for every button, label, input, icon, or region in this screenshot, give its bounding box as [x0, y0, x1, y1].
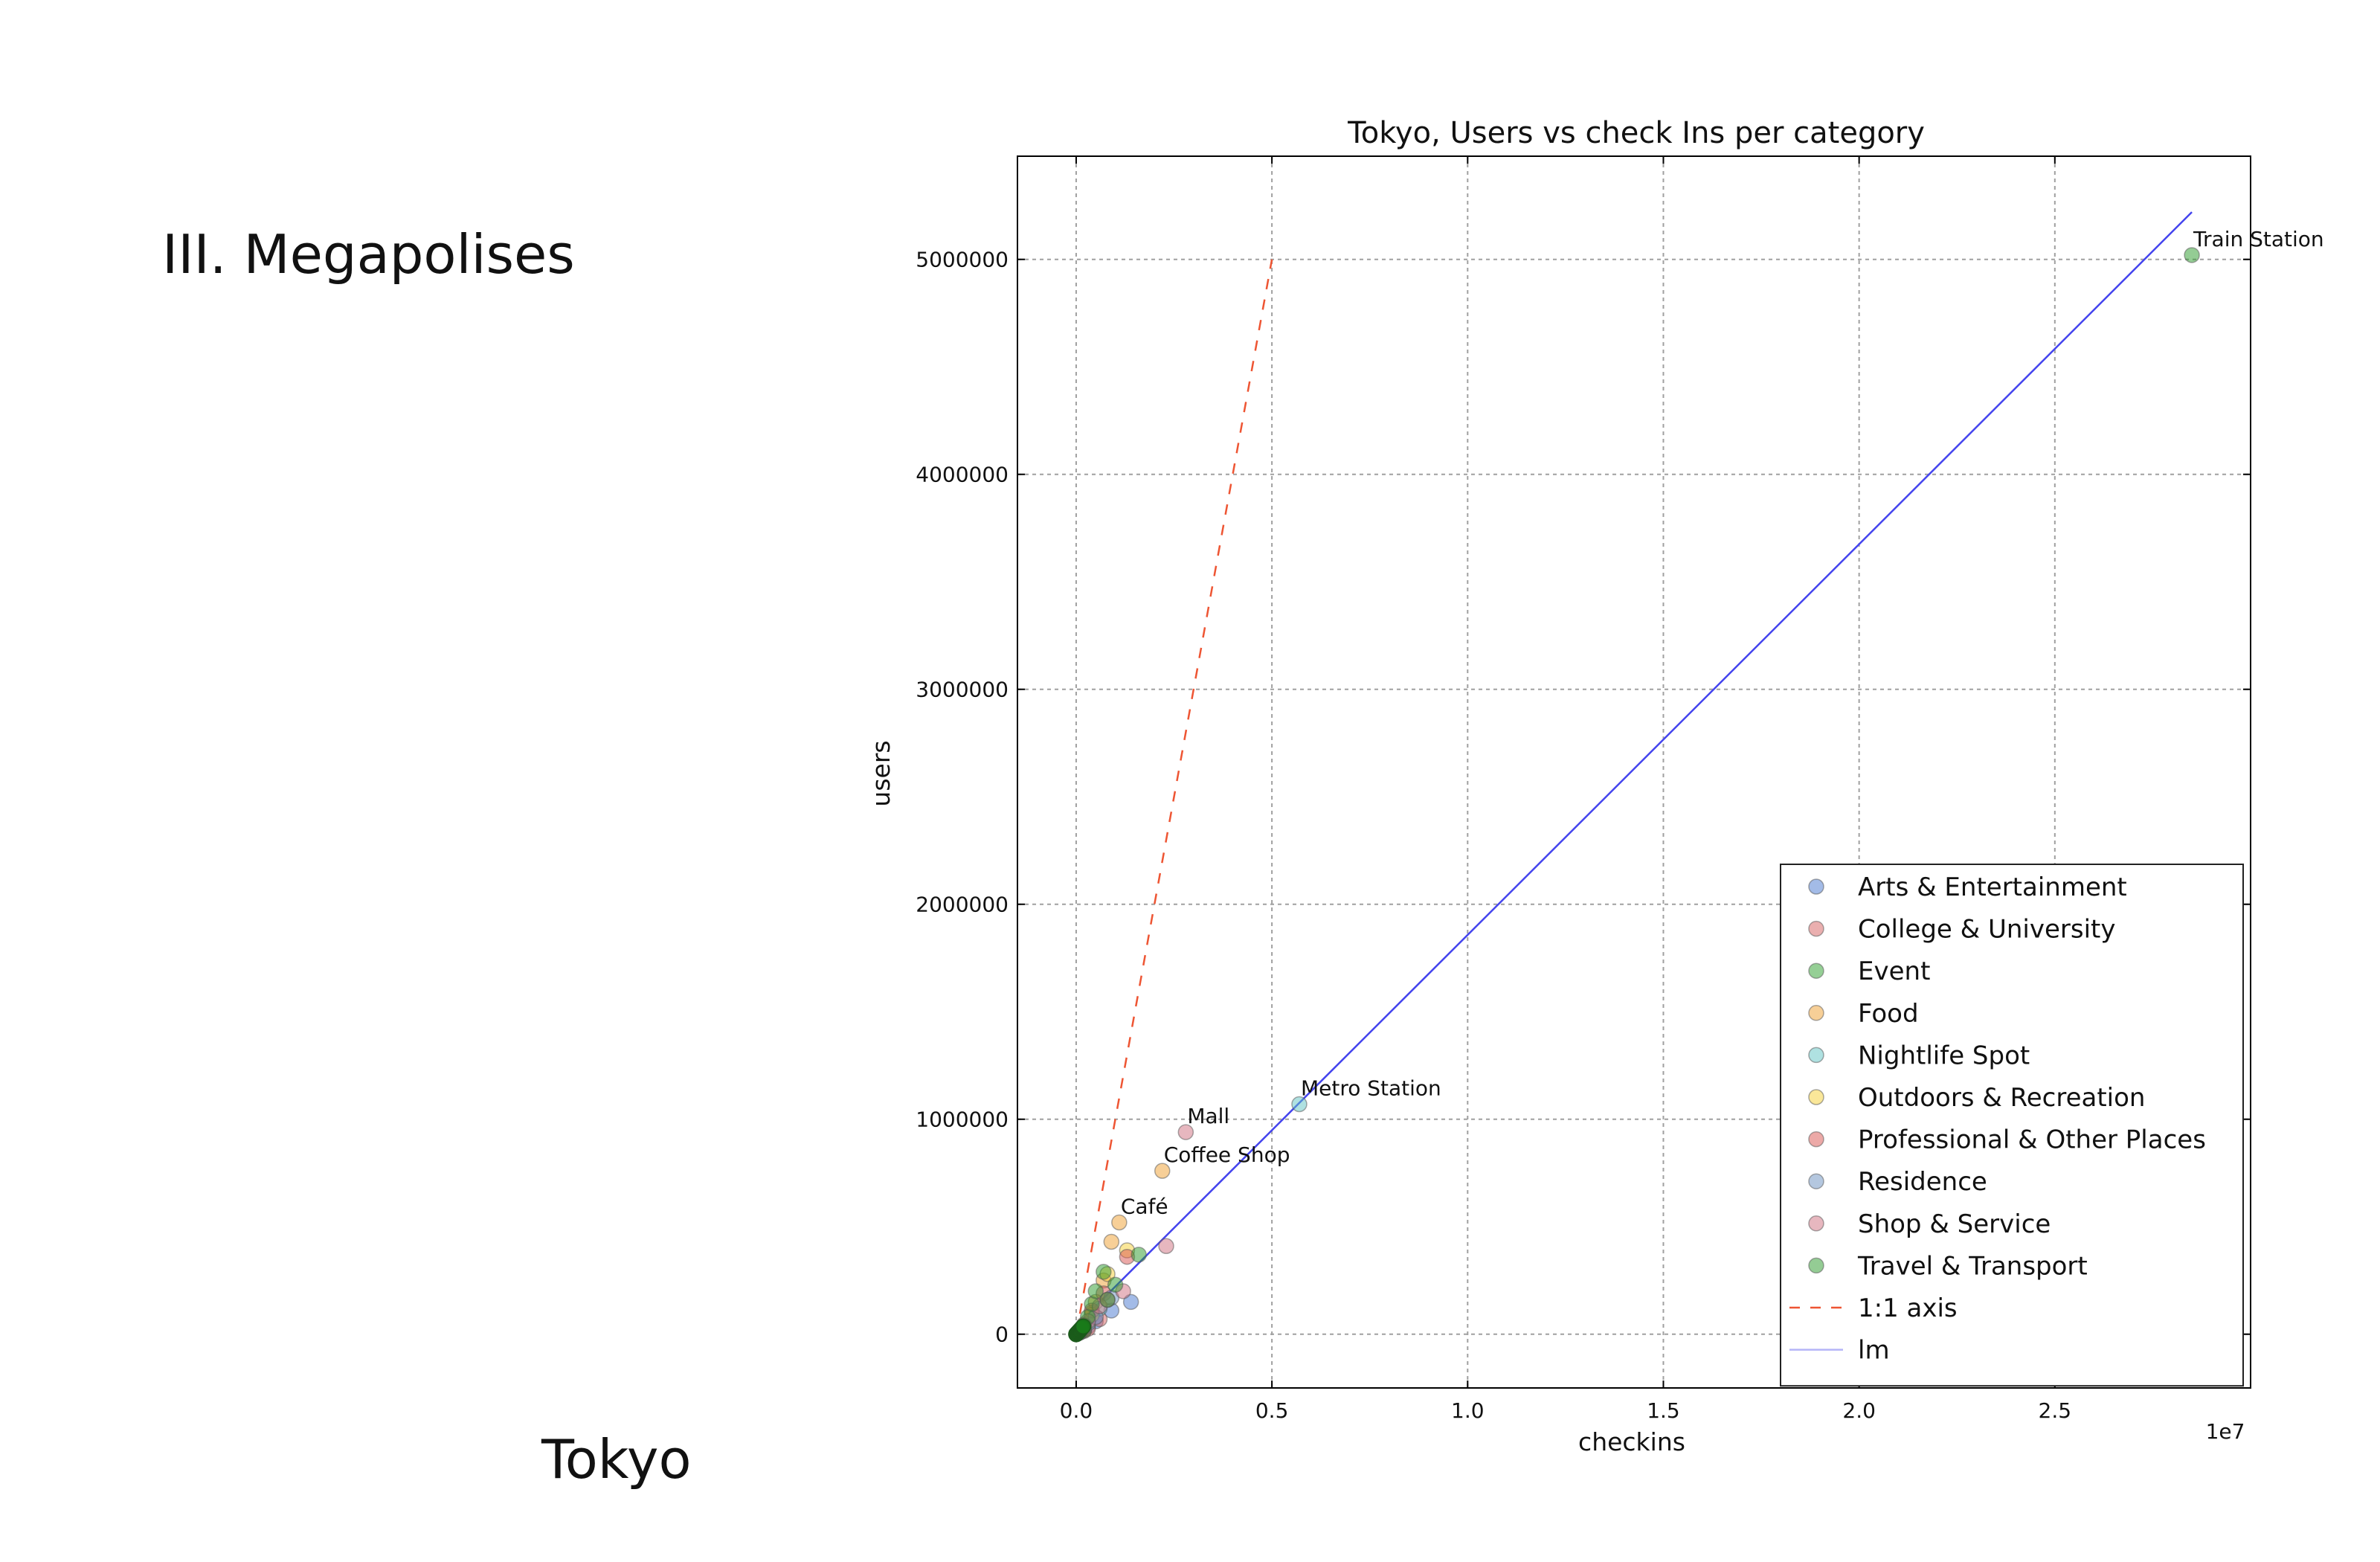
point-annotation: Train Station [2193, 227, 2324, 251]
lm-line [1075, 211, 2193, 1327]
slide-heading: III. Megapolises [162, 223, 575, 286]
y-tick-label: 1000000 [916, 1108, 1009, 1132]
data-point [1291, 1096, 1308, 1113]
legend: Arts & Entertainment College & University… [1780, 864, 2244, 1387]
data-point [1177, 1124, 1194, 1140]
slide-caption: Tokyo [541, 1428, 692, 1491]
one-to-one-line [1075, 259, 1273, 1334]
legend-label: Food [1858, 999, 1919, 1029]
data-point [1087, 1283, 1104, 1299]
y-tick-label: 3000000 [916, 678, 1009, 702]
data-point [1107, 1276, 1124, 1293]
x-tick-label: 1.0 [1451, 1398, 1485, 1423]
legend-label: College & University [1858, 915, 2116, 945]
legend-label: 1:1 axis [1858, 1293, 1958, 1323]
chart-title: Tokyo, Users vs check Ins per category [1347, 116, 1925, 150]
legend-label: Residence [1858, 1167, 1987, 1197]
legend-label: Arts & Entertainment [1858, 872, 2127, 902]
data-point [1075, 1318, 1092, 1335]
legend-marker [1808, 1173, 1824, 1189]
y-tick-label: 4000000 [916, 463, 1009, 487]
y-tick-label: 2000000 [916, 893, 1009, 917]
legend-label: Event [1858, 957, 1930, 986]
point-annotation: Café [1121, 1194, 1168, 1218]
y-tick-label: 5000000 [916, 248, 1009, 272]
data-point [1154, 1163, 1171, 1179]
data-point [1099, 1291, 1116, 1308]
x-tick-label: 0.0 [1060, 1398, 1093, 1423]
point-annotation: Coffee Shop [1164, 1142, 1290, 1167]
data-point [2184, 247, 2200, 263]
legend-marker [1808, 920, 1824, 937]
legend-label: Nightlife Spot [1858, 1041, 2030, 1070]
legend-marker [1808, 1257, 1824, 1274]
legend-marker [1808, 962, 1824, 979]
legend-box [1780, 864, 2244, 1387]
legend-marker [1808, 1215, 1824, 1232]
legend-marker [1808, 1047, 1824, 1064]
legend-marker [1808, 1089, 1824, 1105]
x-tick-label: 2.5 [2039, 1398, 2072, 1423]
data-point [1130, 1247, 1147, 1263]
x-offset-label: 1e7 [2206, 1419, 2245, 1444]
y-axis-label: users [866, 740, 895, 806]
legend-label: Travel & Transport [1857, 1251, 2088, 1281]
x-tick-label: 0.5 [1255, 1398, 1289, 1423]
legend-label: lm [1858, 1336, 1890, 1366]
point-annotation: Metro Station [1301, 1076, 1441, 1101]
y-tick-label: 0 [995, 1322, 1009, 1347]
legend-label: Professional & Other Places [1858, 1125, 2206, 1155]
plot-frame [1017, 155, 2251, 1389]
x-tick-label: 1.5 [1647, 1398, 1680, 1423]
point-annotation: Mall [1187, 1104, 1229, 1128]
x-tick-label: 2.0 [1842, 1398, 1876, 1423]
data-point [1103, 1233, 1120, 1250]
x-axis-label: checkins [1578, 1427, 1685, 1456]
data-point [1122, 1293, 1139, 1311]
legend-marker [1808, 878, 1824, 895]
data-point [1158, 1238, 1174, 1255]
legend-marker [1808, 1131, 1824, 1148]
data-point [1111, 1214, 1128, 1231]
legend-label: Outdoors & Recreation [1858, 1083, 2145, 1113]
legend-marker [1808, 1005, 1824, 1021]
legend-label: Shop & Service [1858, 1209, 2051, 1239]
data-point [1096, 1264, 1112, 1280]
